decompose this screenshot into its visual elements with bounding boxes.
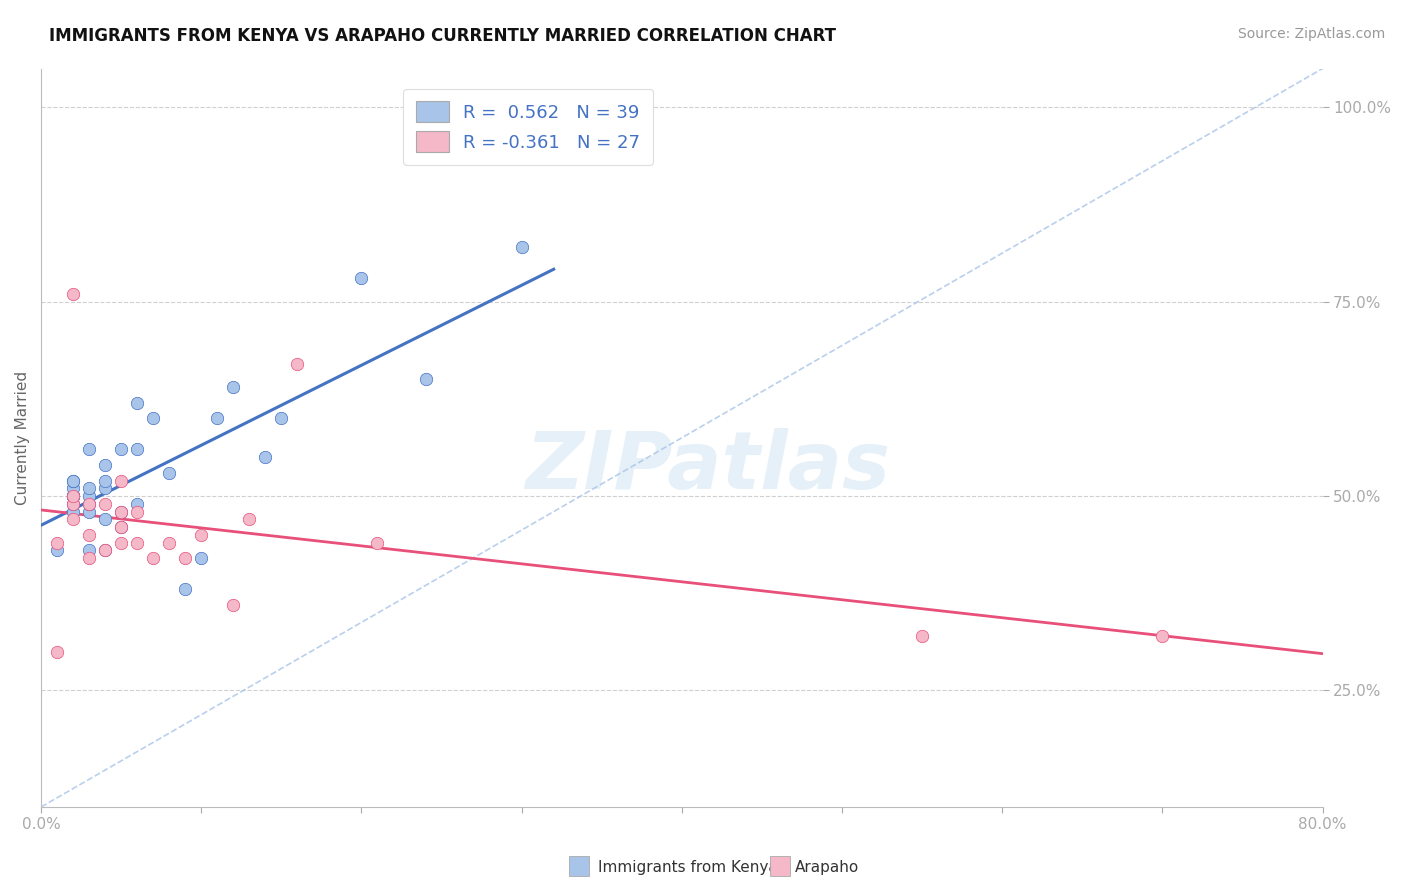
Point [62, 489, 84, 503]
Point [911, 629, 934, 643]
Point [62, 474, 84, 488]
Point [287, 357, 309, 371]
Point [77, 481, 100, 495]
Point [157, 535, 180, 549]
Point [94, 481, 117, 495]
Point [62, 497, 84, 511]
Text: IMMIGRANTS FROM KENYA VS ARAPAHO CURRENTLY MARRIED CORRELATION CHART: IMMIGRANTS FROM KENYA VS ARAPAHO CURRENT… [49, 27, 837, 45]
Text: Arapaho: Arapaho [794, 860, 859, 874]
Point [94, 543, 117, 558]
Point [46, 543, 69, 558]
Point [110, 520, 132, 534]
Point [127, 505, 149, 519]
Point [62, 489, 84, 503]
Text: Source: ZipAtlas.com: Source: ZipAtlas.com [1237, 27, 1385, 41]
Point [62, 512, 84, 526]
Point [110, 505, 132, 519]
Point [62, 497, 84, 511]
Point [46, 644, 69, 658]
Point [62, 474, 84, 488]
Point [62, 489, 84, 503]
Point [77, 489, 100, 503]
Text: Immigrants from Kenya: Immigrants from Kenya [598, 860, 778, 874]
Point [415, 372, 437, 386]
Legend: R =  0.562   N = 39, R = -0.361   N = 27: R = 0.562 N = 39, R = -0.361 N = 27 [404, 88, 652, 165]
Point [77, 528, 100, 542]
Point [46, 535, 69, 549]
Point [254, 450, 277, 465]
Point [157, 466, 180, 480]
Point [94, 512, 117, 526]
Point [350, 271, 373, 285]
Point [110, 520, 132, 534]
Point [77, 543, 100, 558]
Point [77, 497, 100, 511]
Point [94, 543, 117, 558]
Point [127, 535, 149, 549]
Text: ZIPatlas: ZIPatlas [524, 428, 890, 507]
Point [174, 582, 197, 597]
Point [127, 497, 149, 511]
Point [270, 411, 292, 425]
Point [62, 489, 84, 503]
Point [142, 411, 165, 425]
Point [77, 442, 100, 457]
Point [190, 528, 212, 542]
Point [110, 474, 132, 488]
Point [94, 458, 117, 472]
Point [207, 411, 229, 425]
Point [366, 535, 388, 549]
Point [142, 551, 165, 566]
Point [222, 598, 245, 612]
Point [510, 240, 533, 254]
Point [222, 380, 245, 394]
Point [77, 505, 100, 519]
Point [174, 551, 197, 566]
Point [62, 287, 84, 301]
Point [238, 512, 260, 526]
Point [62, 489, 84, 503]
Point [94, 497, 117, 511]
Point [127, 396, 149, 410]
Y-axis label: Currently Married: Currently Married [15, 371, 30, 505]
Point [62, 481, 84, 495]
Point [62, 489, 84, 503]
Point [110, 535, 132, 549]
Point [190, 551, 212, 566]
Point [62, 505, 84, 519]
Point [110, 505, 132, 519]
Point [110, 442, 132, 457]
Point [127, 442, 149, 457]
Point [77, 497, 100, 511]
Point [94, 474, 117, 488]
Point [77, 551, 100, 566]
Point [1152, 629, 1174, 643]
